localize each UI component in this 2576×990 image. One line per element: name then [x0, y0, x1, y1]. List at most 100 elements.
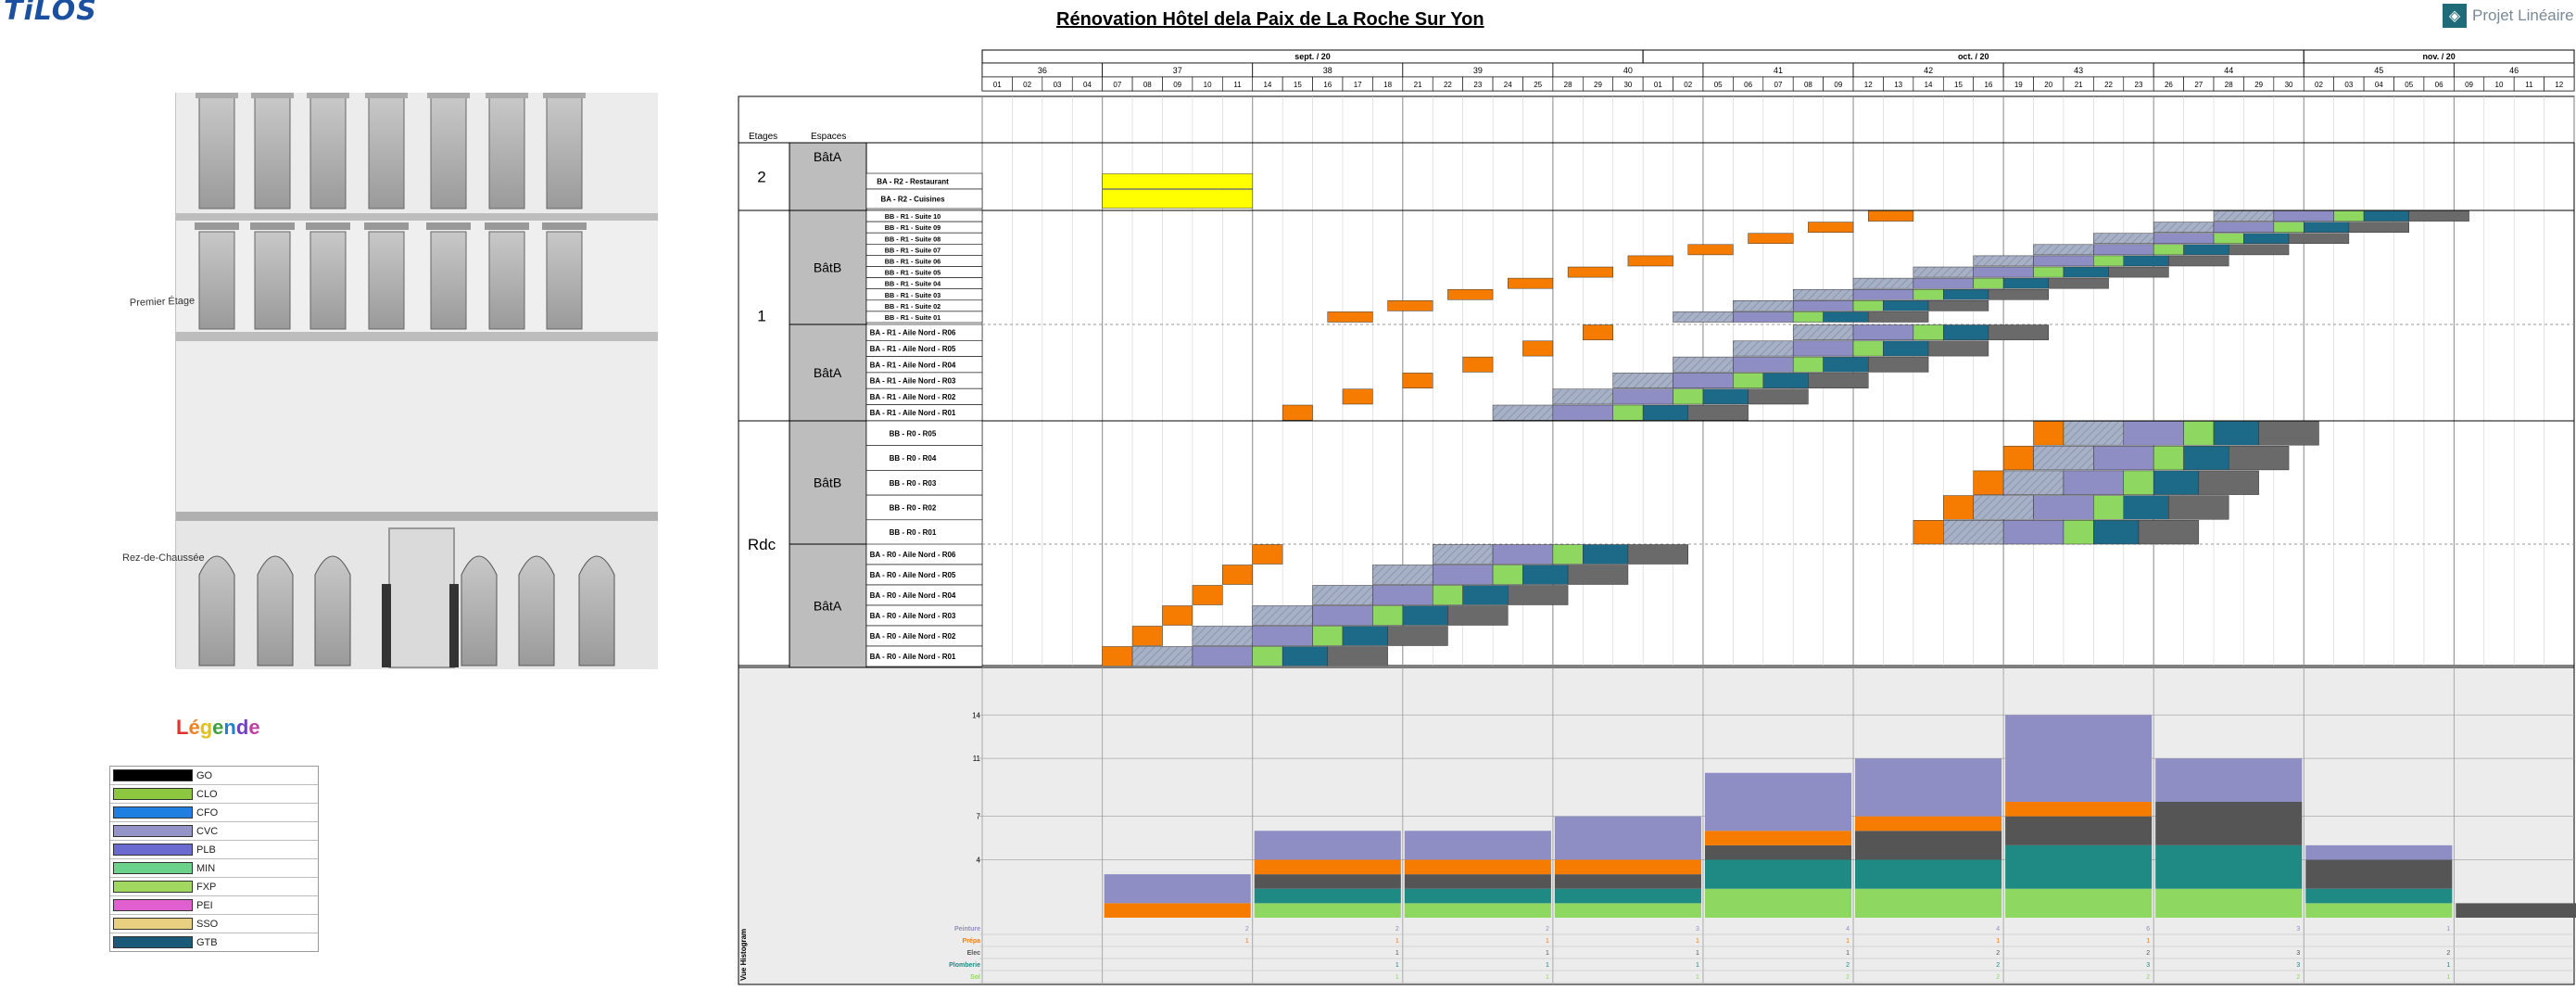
histogram-bar: [1704, 844, 1852, 860]
projet-lineaire-icon: ◈: [2443, 4, 2467, 28]
table-value: 1: [1395, 938, 1399, 945]
facade-arch-window: [578, 555, 615, 666]
task-bar: [2213, 233, 2244, 245]
day-label: 28: [1564, 81, 1572, 89]
day-cell: [2544, 76, 2575, 92]
month-label: nov. / 20: [2422, 52, 2455, 61]
day-label: 17: [1354, 81, 1362, 89]
week-label: 42: [1924, 66, 1933, 75]
task-bar: [2243, 233, 2290, 245]
legend-label: PLB: [196, 844, 216, 856]
table-value: 4: [1846, 926, 1850, 933]
table-value: 3: [1696, 926, 1699, 933]
legend-title-letter: n: [223, 716, 236, 739]
task-bar: [1492, 565, 1523, 585]
day-label: 03: [1054, 81, 1062, 89]
task-bar: [1883, 340, 1929, 357]
day-label: 04: [2375, 81, 2383, 89]
facade-cornice: [486, 93, 528, 98]
day-label: 01: [1654, 81, 1662, 89]
task-bar: [1973, 277, 2004, 289]
histogram-bar: [1254, 874, 1401, 889]
week-label: 40: [1623, 66, 1633, 75]
task-bar: [2002, 470, 2065, 495]
y-tick-label: 14: [972, 711, 980, 719]
histogram-bar: [2005, 802, 2153, 817]
legend-swatch: [113, 844, 193, 856]
day-label: 09: [2465, 81, 2473, 89]
task-bar: [1673, 388, 1704, 405]
histogram-bar: [1404, 888, 1551, 904]
day-label: 23: [2135, 81, 2143, 89]
table-value: 3: [2296, 950, 2300, 957]
task-bar: [1387, 300, 1433, 311]
task-bar: [1733, 356, 1794, 373]
task-bar: [2228, 244, 2290, 256]
task-bar: [2063, 266, 2109, 278]
y-tick-label: 7: [977, 813, 981, 821]
histogram-bar: [1404, 874, 1551, 889]
day-label: 21: [1414, 81, 1422, 89]
y-tick-label: 4: [977, 857, 981, 865]
task-bar: [2348, 222, 2409, 233]
row-name: BB - R1 - Suite 01: [885, 313, 941, 322]
histogram-bar: [1855, 758, 2002, 817]
facade-arch-window: [518, 555, 555, 666]
task-bar: [1522, 340, 1554, 357]
table-value: 1: [2446, 926, 2450, 933]
task-bar: [1162, 605, 1193, 626]
histogram-bar: [2305, 859, 2453, 889]
task-bar: [2063, 470, 2125, 495]
day-label: 20: [2044, 81, 2052, 89]
task-bar: [1642, 404, 1689, 421]
task-bar: [1402, 605, 1448, 626]
table-value: 1: [1546, 938, 1549, 945]
task-bar: [1913, 288, 1944, 300]
histogram-bar: [1254, 888, 1401, 904]
task-bar: [2258, 421, 2319, 446]
table-value: 2: [1395, 926, 1399, 933]
table-value: 2: [2146, 950, 2150, 957]
day-label: 02: [1023, 81, 1031, 89]
task-bar: [1733, 311, 1794, 323]
task-bar: [1252, 646, 1283, 666]
task-bar: [2002, 445, 2034, 471]
table-value: 1: [1696, 974, 1699, 981]
legend-label: SSO: [196, 918, 219, 930]
legend-table: GO CLO CFO CVC PLB MIN FXP PEI SSO GTB: [109, 766, 319, 952]
day-label: 23: [1473, 81, 1482, 89]
task-bar: [1627, 255, 1673, 267]
histogram-bar: [2305, 903, 2453, 918]
table-value: 2: [2296, 974, 2300, 981]
task-bar: [1327, 646, 1388, 666]
facade-arch-window: [257, 555, 294, 666]
task-bar: [2228, 445, 2290, 471]
task-bar: [1852, 300, 1884, 311]
facade-window: [198, 96, 235, 209]
task-bar: [2093, 445, 2154, 471]
legend-label: MIN: [196, 862, 216, 874]
table-value: 1: [2146, 938, 2150, 945]
day-label: 11: [2525, 81, 2533, 89]
row-name: BA - R0 - Aile Nord - R03: [870, 612, 956, 620]
day-label: 10: [1204, 81, 1212, 89]
brand[interactable]: ◈ Projet Linéaire: [2443, 2, 2574, 30]
table-value: 1: [1546, 962, 1549, 969]
facade-cornice: [365, 93, 408, 98]
task-bar: [1943, 520, 2004, 545]
task-bar: [2213, 421, 2259, 446]
task-bar: [1552, 544, 1584, 565]
table-value: 1: [1245, 938, 1249, 945]
legend-row: GTB: [110, 933, 318, 951]
table-value: 1: [1696, 938, 1699, 945]
row-name: BA - R0 - Aile Nord - R04: [870, 591, 956, 600]
day-label: 15: [1954, 81, 1963, 89]
table-value: 3: [2296, 962, 2300, 969]
day-label: 03: [2344, 81, 2353, 89]
legend-label: FXP: [196, 881, 217, 893]
facade-cornice: [426, 222, 471, 230]
row-name: BA - R0 - Aile Nord - R05: [870, 571, 956, 579]
task-bar: [1342, 388, 1373, 405]
week-label: 45: [2374, 66, 2383, 75]
task-bar: [1867, 311, 1929, 323]
